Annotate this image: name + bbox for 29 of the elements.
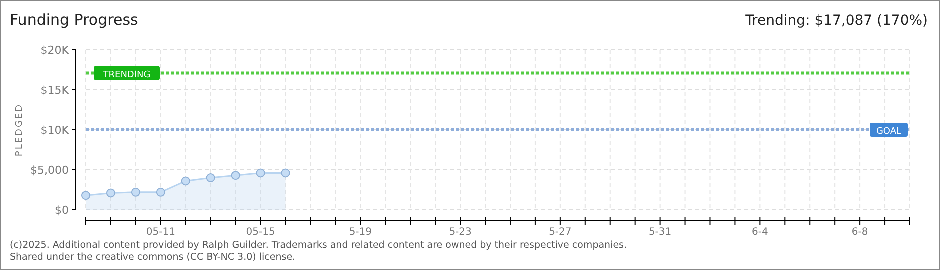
text: (c)2025. Additional content provided by Ralph Guilder. Trademarks and related content are owned by their respective companies.: [10, 240, 628, 251]
point: [256, 168, 266, 178]
x-tick-label: 5-31: [648, 227, 672, 238]
x-tick-label: 6-8: [852, 227, 868, 238]
point: [206, 174, 216, 182]
text: Shared under the creative commons (CC BY-NC 3.0) license.: [10, 252, 296, 263]
y-axis-title: PLEDGED: [15, 103, 25, 157]
point: [106, 188, 116, 198]
y-tick-label: $10K: [40, 124, 70, 137]
ref-line-label: GOAL: [876, 127, 902, 137]
x-tick-label: 5-23: [449, 227, 472, 238]
x-tick-label: 6-4: [752, 227, 768, 238]
point: [281, 168, 290, 178]
y-tick-label: $5,000: [30, 164, 69, 177]
x-tick-label: 05-15: [246, 227, 276, 238]
ref-line-label: TRENDING: [102, 70, 151, 80]
x-tick-label: 5-19: [349, 227, 372, 238]
point: [156, 188, 166, 197]
y-tick-label: $0: [55, 204, 69, 217]
x-tick-label: 5-27: [549, 227, 572, 238]
point: [131, 188, 140, 197]
y-tick-label: $20K: [40, 44, 70, 57]
chart-subtitle: Trending: $17,087 (170%): [744, 13, 928, 29]
y-tick-label: $15K: [40, 84, 70, 97]
chart-title: Funding Progress: [10, 11, 139, 29]
point: [82, 191, 90, 200]
point: [181, 176, 190, 186]
point: [231, 171, 240, 180]
x-tick-label: 05-11: [146, 227, 176, 238]
